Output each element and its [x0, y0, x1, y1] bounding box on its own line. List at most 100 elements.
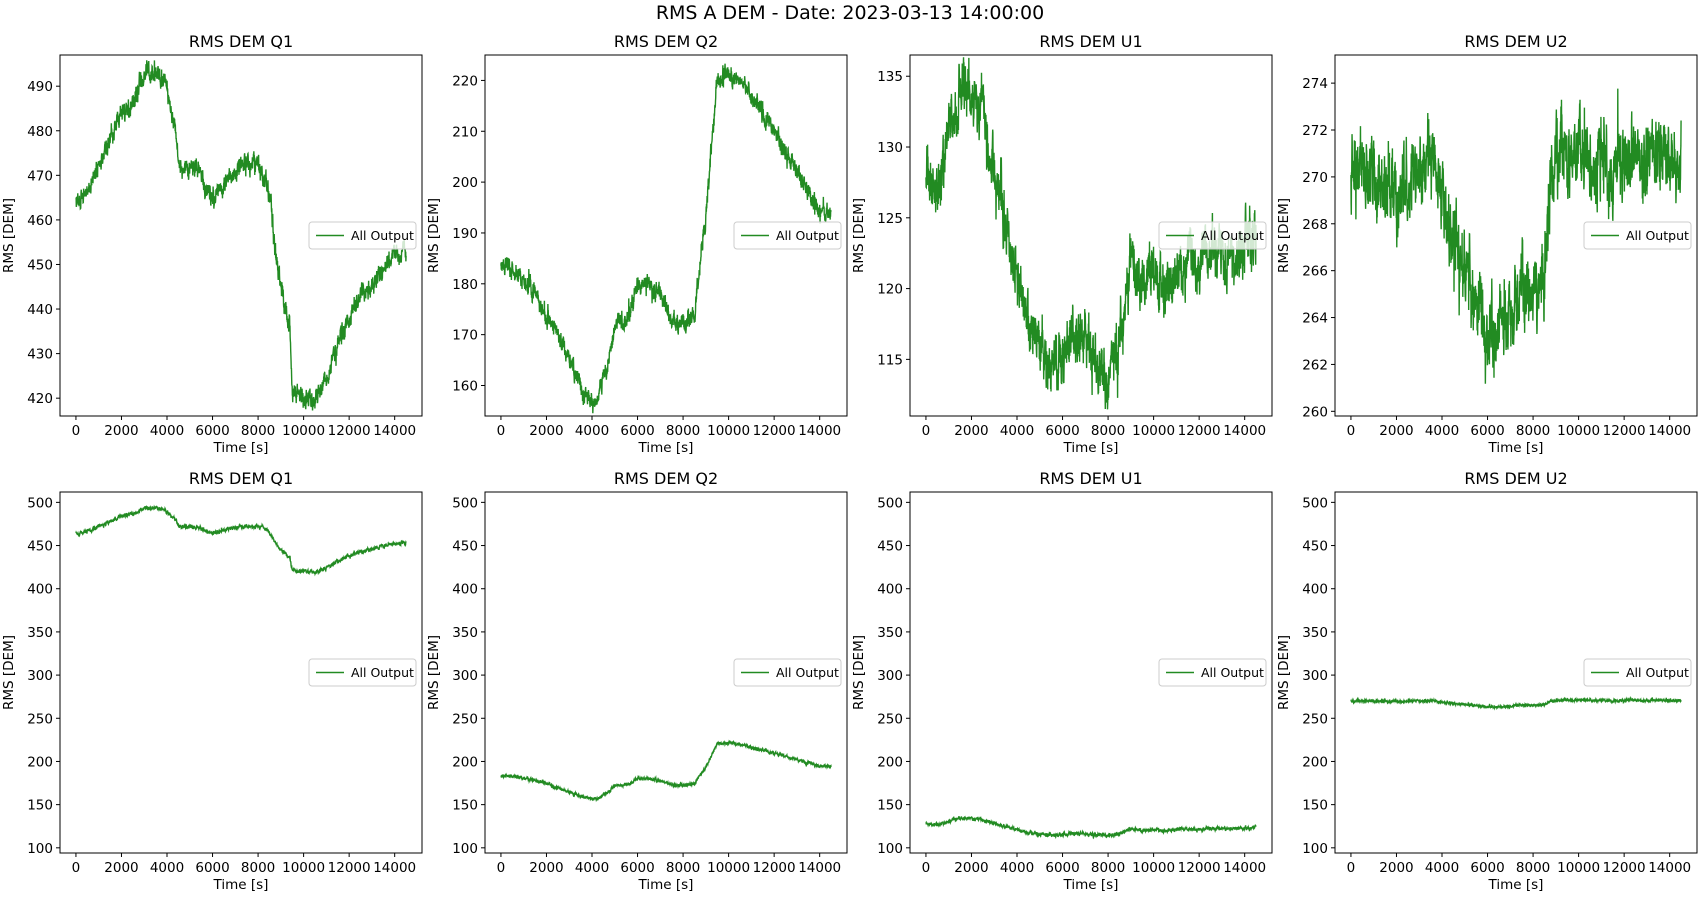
y-tick-label: 450 [877, 539, 903, 555]
series-line-all-output [926, 816, 1256, 838]
x-tick-label: 12000 [1603, 423, 1646, 439]
axes-grid: 0 2000 4000 6000 8000 10000 12000 1400042043044… [1, 32, 1697, 893]
x-tick-label: 4000 [1000, 423, 1034, 439]
legend-label: All Output [1201, 665, 1264, 680]
y-tick-label: 450 [27, 539, 53, 555]
y-tick-label: 350 [877, 625, 903, 641]
y-tick-label: 272 [1302, 123, 1328, 139]
y-axis-label: RMS [DEM] [1276, 635, 1292, 710]
series-line-all-output [501, 741, 831, 800]
y-tick-label: 125 [877, 211, 903, 227]
y-tick-label: 470 [27, 168, 53, 184]
x-tick-label: 4000 [150, 423, 184, 439]
x-tick-label: 10000 [1132, 423, 1175, 439]
y-tick-label: 160 [452, 378, 478, 394]
x-tick-label: 10000 [282, 423, 325, 439]
x-tick-label: 4000 [575, 860, 609, 876]
y-tick-label: 200 [27, 754, 53, 770]
x-tick-label: 2000 [104, 860, 138, 876]
y-tick-label: 200 [877, 754, 903, 770]
x-tick-label: 8000 [1516, 423, 1550, 439]
x-tick-label: 0 [922, 860, 931, 876]
y-tick-label: 268 [1302, 217, 1328, 233]
y-axis-label: RMS [DEM] [426, 198, 442, 273]
x-tick-label: 2000 [529, 860, 563, 876]
x-tick-label: 2000 [1379, 423, 1413, 439]
subplot-4: 0 2000 4000 6000 8000 10000 12000 1400026026226… [1276, 32, 1697, 456]
y-tick-label: 500 [452, 495, 478, 511]
x-tick-label: 2000 [104, 423, 138, 439]
y-tick-label: 480 [27, 124, 53, 140]
x-tick-label: 14000 [1648, 860, 1691, 876]
legend: All Output [1584, 222, 1691, 249]
y-tick-label: 490 [27, 79, 53, 95]
x-tick-label: 10000 [707, 423, 750, 439]
x-tick-label: 8000 [1091, 860, 1125, 876]
x-tick-label: 0 [922, 423, 931, 439]
y-tick-label: 350 [27, 625, 53, 641]
y-tick-label: 500 [877, 495, 903, 511]
subplot-3: 0 2000 4000 6000 8000 10000 12000 1400011512012… [851, 32, 1272, 456]
y-tick-label: 250 [452, 711, 478, 727]
x-tick-label: 6000 [1470, 423, 1504, 439]
y-tick-label: 220 [452, 73, 478, 89]
x-axis-label: Time [s] [1488, 440, 1544, 456]
legend: All Output [734, 659, 841, 686]
x-axis-label: Time [s] [638, 440, 694, 456]
x-tick-label: 10000 [1557, 860, 1600, 876]
y-tick-label: 135 [877, 69, 903, 85]
y-tick-label: 262 [1302, 357, 1328, 373]
y-tick-label: 200 [452, 175, 478, 191]
legend: All Output [734, 222, 841, 249]
x-tick-label: 14000 [1223, 860, 1266, 876]
y-tick-label: 440 [27, 302, 53, 318]
y-tick-label: 500 [27, 495, 53, 511]
x-tick-label: 12000 [328, 860, 371, 876]
legend-label: All Output [351, 665, 414, 680]
x-tick-label: 14000 [1648, 423, 1691, 439]
y-tick-label: 250 [1302, 711, 1328, 727]
y-tick-label: 400 [452, 582, 478, 598]
x-tick-label: 6000 [195, 860, 229, 876]
x-tick-label: 14000 [798, 860, 841, 876]
x-tick-label: 4000 [575, 423, 609, 439]
x-tick-label: 4000 [150, 860, 184, 876]
x-tick-label: 12000 [1178, 423, 1221, 439]
x-tick-label: 12000 [753, 860, 796, 876]
x-tick-label: 8000 [666, 423, 700, 439]
legend-label: All Output [351, 228, 414, 243]
legend: All Output [309, 222, 416, 249]
x-axis-label: Time [s] [1063, 440, 1119, 456]
x-tick-label: 14000 [373, 423, 416, 439]
x-axis-label: Time [s] [213, 440, 269, 456]
x-tick-label: 0 [1347, 860, 1356, 876]
y-tick-label: 266 [1302, 264, 1328, 280]
x-tick-label: 6000 [1045, 423, 1079, 439]
subplot-6: 0 2000 4000 6000 8000 10000 12000 1400010015020… [426, 469, 847, 893]
series-line-all-output [1351, 698, 1681, 708]
y-tick-label: 170 [452, 328, 478, 344]
y-axis-label: RMS [DEM] [851, 198, 867, 273]
y-tick-label: 190 [452, 226, 478, 242]
y-tick-label: 100 [27, 841, 53, 857]
y-tick-label: 420 [27, 391, 53, 407]
x-tick-label: 2000 [954, 860, 988, 876]
y-tick-label: 400 [27, 582, 53, 598]
x-tick-label: 14000 [1223, 423, 1266, 439]
y-axis-label: RMS [DEM] [426, 635, 442, 710]
y-tick-label: 460 [27, 213, 53, 229]
x-axis-label: Time [s] [638, 877, 694, 893]
y-tick-label: 115 [877, 352, 903, 368]
x-axis-label: Time [s] [1063, 877, 1119, 893]
x-tick-label: 2000 [529, 423, 563, 439]
x-tick-label: 10000 [282, 860, 325, 876]
x-tick-label: 8000 [241, 860, 275, 876]
legend: All Output [309, 659, 416, 686]
y-tick-label: 150 [452, 798, 478, 814]
y-tick-label: 150 [27, 798, 53, 814]
y-tick-label: 100 [877, 841, 903, 857]
x-tick-label: 10000 [1557, 423, 1600, 439]
subplot-title: RMS DEM U2 [1464, 469, 1567, 488]
legend: All Output [1159, 659, 1266, 686]
y-tick-label: 450 [452, 539, 478, 555]
